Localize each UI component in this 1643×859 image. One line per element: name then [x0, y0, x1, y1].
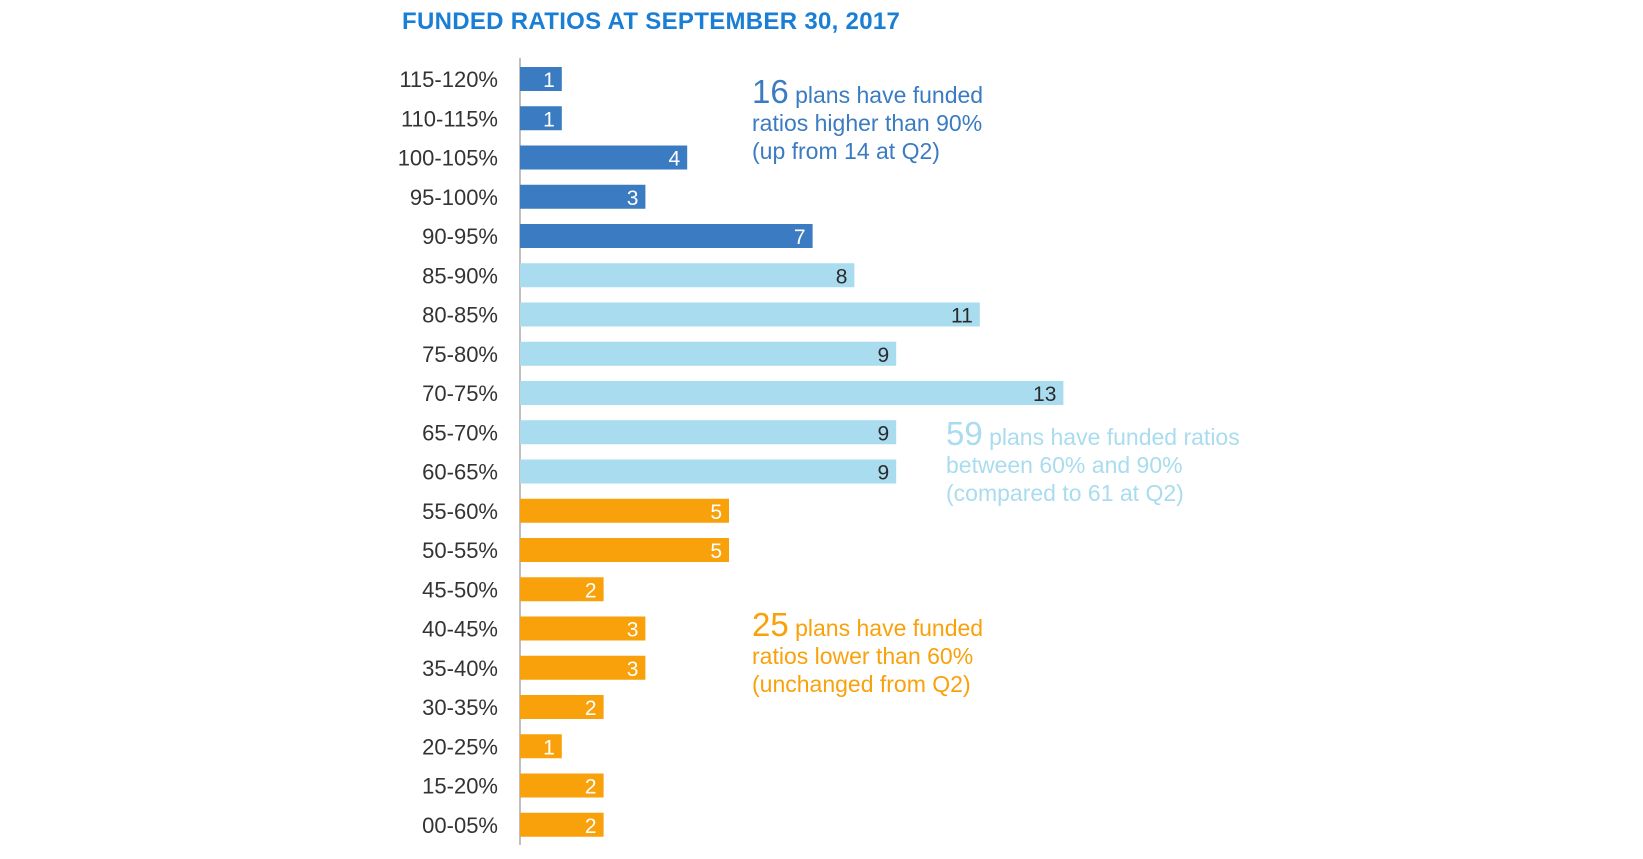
annotation-low-text-1: plans have funded [795, 615, 984, 641]
category-label: 100-105% [398, 146, 498, 171]
bar-value-label: 13 [1033, 383, 1056, 406]
annotation-low-text-2: ratios lower than 60% [752, 643, 974, 669]
category-label: 40-45% [422, 617, 498, 642]
bar-35-40% [520, 655, 646, 680]
annotation-high-text-3: (up from 14 at Q2) [752, 138, 940, 164]
bar-value-label: 8 [836, 265, 848, 288]
bar-60-65% [520, 459, 897, 484]
annotation-low: 25 plans have funded ratios lower than 6… [752, 608, 984, 698]
category-label: 85-90% [422, 263, 498, 288]
category-label: 55-60% [422, 499, 498, 524]
bar-value-label: 5 [710, 540, 722, 563]
annotation-mid-number: 59 [946, 415, 983, 452]
annotation-high-text-2: ratios higher than 90% [752, 110, 983, 136]
bar-value-label: 2 [585, 776, 597, 799]
category-label: 65-70% [422, 420, 498, 445]
bar-45-50% [520, 577, 604, 602]
category-label: 35-40% [422, 656, 498, 681]
annotation-high-text-1: plans have funded [795, 82, 984, 108]
bar-50-55% [520, 538, 729, 562]
bar-65-70% [520, 420, 897, 445]
bar-15-20% [520, 773, 604, 798]
bar-90-95% [520, 224, 813, 248]
bar-40-45% [520, 616, 646, 641]
category-label: 115-120% [399, 67, 498, 92]
category-label: 95-100% [410, 185, 498, 210]
bar-100-105% [520, 145, 688, 170]
bar-value-label: 9 [878, 344, 890, 367]
bar-value-label: 3 [627, 658, 639, 681]
annotation-mid: 59 plans have funded ratios between 60% … [946, 417, 1240, 507]
bar-20-25% [520, 734, 562, 759]
bar-value-label: 2 [585, 815, 597, 838]
bar-70-75% [520, 381, 1064, 405]
bar-110-115% [520, 106, 562, 131]
bar-value-label: 3 [627, 619, 639, 642]
category-label: 110-115% [401, 106, 498, 131]
category-label: 90-95% [422, 224, 498, 249]
category-label: 75-80% [422, 342, 498, 367]
bar-value-label: 3 [627, 187, 639, 210]
bar-115-120% [520, 67, 562, 91]
bar-value-label: 2 [585, 579, 597, 602]
bar-30-35% [520, 695, 604, 719]
category-label: 80-85% [422, 303, 498, 328]
bar-value-label: 1 [543, 108, 555, 131]
category-label: 15-20% [422, 774, 498, 799]
category-label: 00-05% [422, 813, 498, 838]
bar-00-05% [520, 812, 604, 837]
bar-value-label: 1 [543, 736, 555, 759]
bar-75-80% [520, 341, 897, 366]
annotation-low-text-3: (unchanged from Q2) [752, 671, 971, 697]
bar-value-label: 9 [878, 422, 890, 445]
bar-95-100% [520, 184, 646, 209]
bar-value-label: 4 [669, 148, 681, 171]
annotation-high: 16 plans have funded ratios higher than … [752, 75, 984, 165]
category-label: 50-55% [422, 538, 498, 563]
bar-value-label: 9 [878, 462, 890, 485]
category-label: 45-50% [422, 577, 498, 602]
bar-85-90% [520, 263, 855, 288]
category-label: 20-25% [422, 734, 498, 759]
annotation-mid-text-1: plans have funded ratios [989, 424, 1240, 450]
category-label: 60-65% [422, 460, 498, 485]
bar-55-60% [520, 498, 729, 523]
bar-value-label: 5 [710, 501, 722, 524]
bar-value-label: 1 [543, 69, 555, 92]
bar-80-85% [520, 302, 980, 327]
annotation-mid-text-3: (compared to 61 at Q2) [946, 480, 1184, 506]
annotation-mid-text-2: between 60% and 90% [946, 452, 1183, 478]
category-label: 30-35% [422, 695, 498, 720]
bar-value-label: 7 [794, 226, 806, 249]
bar-value-label: 2 [585, 697, 597, 720]
annotation-low-number: 25 [752, 606, 789, 643]
annotation-high-number: 16 [752, 73, 789, 110]
chart-title: FUNDED RATIOS AT SEPTEMBER 30, 2017 [402, 8, 901, 35]
category-label: 70-75% [422, 381, 498, 406]
bar-value-label: 11 [951, 305, 973, 328]
